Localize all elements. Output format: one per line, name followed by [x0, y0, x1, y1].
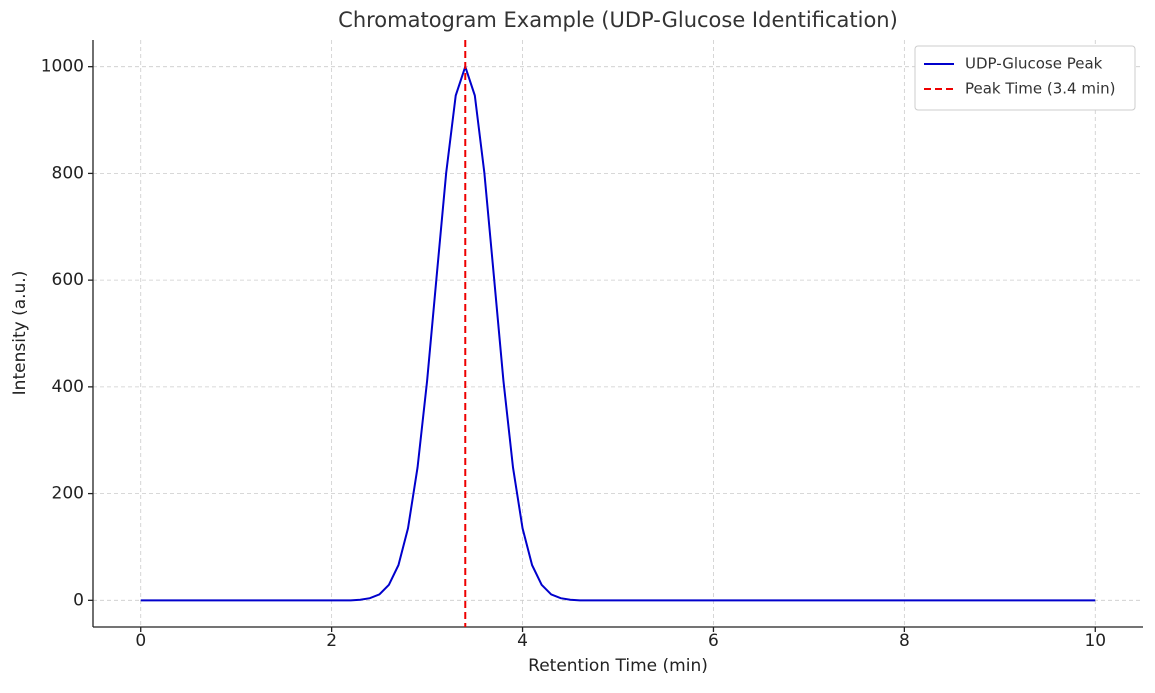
y-tick-label: 1000 — [41, 57, 84, 77]
y-tick-label: 600 — [52, 270, 84, 290]
legend-label: Peak Time (3.4 min) — [965, 80, 1115, 98]
x-tick-label: 4 — [517, 631, 528, 651]
data-line — [140, 63, 1096, 602]
y-tick-label: 0 — [73, 590, 84, 610]
y-tick-label: 200 — [52, 484, 84, 504]
x-tick-label: 2 — [326, 631, 337, 651]
legend-box — [914, 45, 1136, 111]
x-tick-label: 6 — [708, 631, 719, 651]
x-tick-label: 0 — [135, 631, 146, 651]
legend-label: UDP-Glucose Peak — [965, 55, 1103, 73]
y-axis-label: Intensity (a.u.) — [10, 271, 30, 396]
y-tick-label: 400 — [52, 377, 84, 397]
x-tick-label: 10 — [1084, 631, 1106, 651]
x-axis-label: Retention Time (min) — [528, 656, 708, 676]
x-tick-label: 8 — [899, 631, 910, 651]
chart-title: Chromatogram Example (UDP-Glucose Identi… — [338, 8, 898, 32]
y-tick-label: 800 — [52, 163, 84, 183]
